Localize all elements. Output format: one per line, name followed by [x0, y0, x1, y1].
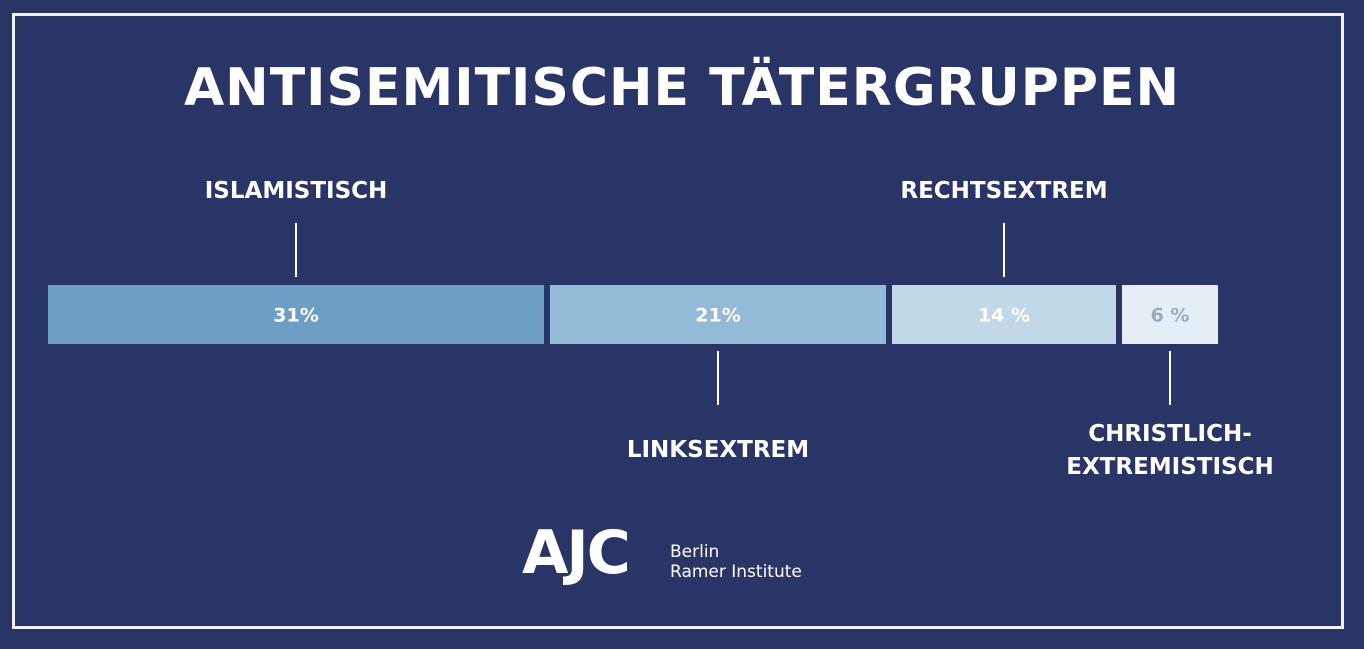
bar-segment-christlich-extremistisch [1122, 285, 1218, 344]
value-label-rechtsextrem: 14 % [978, 305, 1030, 327]
logo-line-berlin: Berlin [670, 542, 720, 562]
bar-segment-linksextrem [550, 285, 886, 344]
ajc-logo: AJC Berlin Ramer Institute [522, 520, 862, 600]
category-label-christlich-extremistisch-line-2: EXTREMISTISCH [1066, 454, 1274, 480]
bar-segment-rechtsextrem [892, 285, 1116, 344]
category-label-islamistisch: ISLAMISTISCH [205, 178, 388, 204]
bar-segment-islamistisch [48, 285, 544, 344]
category-label-christlich-extremistisch-line-1: CHRISTLICH- [1088, 421, 1252, 447]
chart-frame [12, 13, 1344, 629]
category-label-rechtsextrem: RECHTSEXTREM [900, 178, 1107, 204]
category-label-linksextrem: LINKSEXTREM [627, 437, 809, 463]
ajc-logo-mark: AJC [522, 518, 631, 588]
value-label-christlich-extremistisch: 6 % [1151, 305, 1190, 327]
logo-line-ramer-institute: Ramer Institute [670, 562, 802, 582]
value-label-islamistisch: 31% [273, 305, 318, 327]
value-label-linksextrem: 21% [695, 305, 740, 327]
ajc-logo-text: Berlin Ramer Institute [670, 542, 802, 582]
chart-title: ANTISEMITISCHE TÄTERGRUPPEN [183, 58, 1181, 118]
